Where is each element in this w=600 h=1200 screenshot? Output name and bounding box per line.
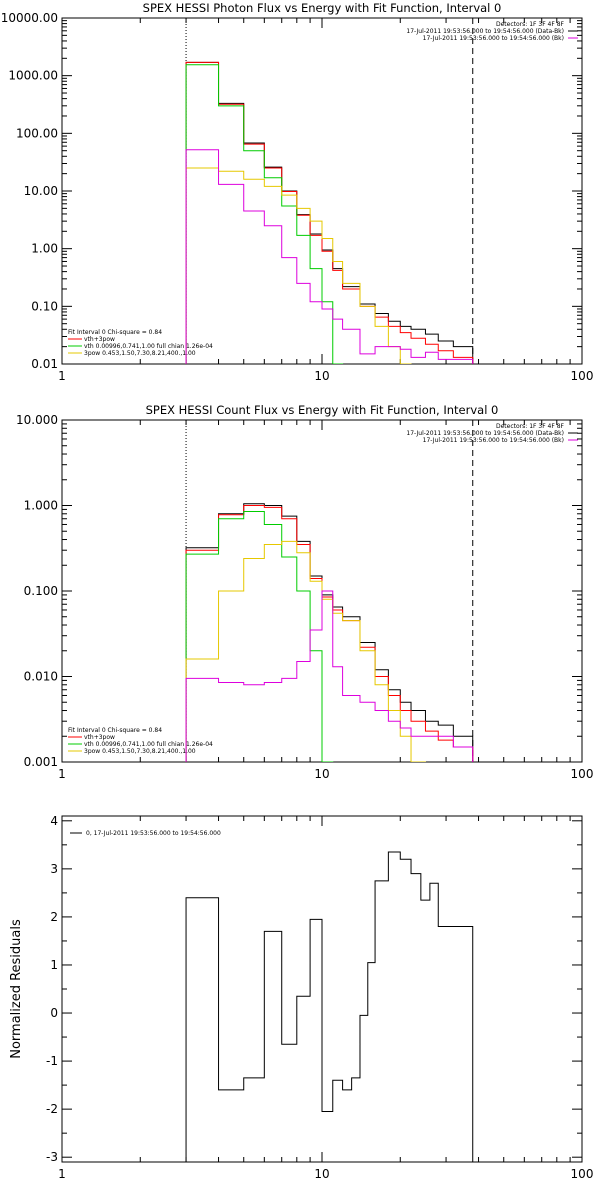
y-tick-label: 10.000 (16, 413, 58, 427)
data-area (185, 503, 474, 762)
series-line-1 (185, 61, 474, 364)
series-line-4 (185, 167, 412, 364)
legend-text: vth 0.00996,0.741,1.00 full chian 1.26e-… (84, 343, 213, 350)
x-tick-label: 10 (314, 767, 329, 781)
y-tick-label: 0.01 (31, 357, 58, 371)
chart-title: SPEX HESSI Photon Flux vs Energy with Fi… (143, 1, 502, 15)
data-area (185, 61, 474, 364)
series-line-3 (185, 511, 334, 762)
y-tick-label: 1.00 (31, 242, 58, 256)
series-line-5 (185, 590, 474, 762)
x-tick-label: 10 (314, 1167, 329, 1181)
series-line-5 (185, 149, 474, 364)
x-tick-label: 1 (58, 369, 66, 383)
data-area (185, 851, 474, 1162)
y-tick-label: -1 (46, 1054, 58, 1068)
y-tick-label: 0.010 (24, 670, 58, 684)
series-line-3 (185, 64, 344, 364)
legend-text: 3pow 0.453,1.50,7.30,8.21,400.,1.00 (84, 350, 196, 357)
y-tick-label: 1 (50, 958, 58, 972)
y-tick-label: 0.10 (31, 299, 58, 313)
y-tick-label: 10.00 (24, 184, 58, 198)
legend-text: Fit Interval 0 Chi-square = 0.84 (68, 329, 162, 336)
legend-text: 0, 17-Jul-2011 19:53:56.000 to 19:54:56.… (86, 830, 221, 837)
y-tick-label: 4 (50, 814, 58, 828)
header-text: 17-Jul-2011 19:53:56.000 to 19:54:56.000… (406, 430, 564, 437)
legend-text: vth+3pow (84, 336, 115, 343)
chart-panel-2: SPEX HESSI Count Flux vs Energy with Fit… (16, 403, 593, 781)
legend-text: vth+3pow (84, 734, 115, 741)
x-tick-label: 10 (314, 369, 329, 383)
x-tick-label: 1 (58, 1167, 66, 1181)
series-line-1 (185, 503, 474, 762)
y-tick-label: 2 (50, 910, 58, 924)
y-tick-label: -3 (46, 1150, 58, 1164)
y-tick-label: -2 (46, 1102, 58, 1116)
series-line-2 (185, 505, 474, 762)
series-line-2 (185, 61, 474, 364)
x-tick-label: 100 (571, 369, 594, 383)
plot-frame (61, 17, 583, 365)
chart-panel-1: SPEX HESSI Photon Flux vs Energy with Fi… (1, 1, 594, 383)
legend-text: Fit Interval 0 Chi-square = 0.84 (68, 727, 162, 734)
y-tick-label: 1.000 (24, 499, 58, 513)
y-axis-label: Normalized Residuals (9, 919, 24, 1059)
y-tick-label: 100.00 (16, 126, 58, 140)
series-line-1 (185, 851, 474, 1162)
y-tick-label: 0 (50, 1006, 58, 1020)
x-tick-label: 1 (58, 767, 66, 781)
header-text: Detectors: 1F 3F 4F 8F (496, 423, 565, 430)
header-text: Detectors: 1F 3F 4F 8F (496, 21, 565, 28)
header-text: 17-Jul-2011 19:53:56.000 to 19:54:56.000… (423, 35, 564, 42)
x-tick-label: 100 (571, 1167, 594, 1181)
chart-title: SPEX HESSI Count Flux vs Energy with Fit… (146, 403, 499, 417)
y-tick-label: 1000.00 (8, 69, 58, 83)
header-text: 17-Jul-2011 19:53:56.000 to 19:54:56.000… (406, 28, 564, 35)
y-tick-label: 3 (50, 862, 58, 876)
series-line-4 (185, 540, 426, 762)
y-tick-label: 10000.00 (1, 11, 58, 25)
legend-text: vth 0.00996,0.741,1.00 full chian 1.26e-… (84, 741, 213, 748)
y-tick-label: 0.100 (24, 584, 58, 598)
header-text: 17-Jul-2011 19:53:56.000 to 19:54:56.000… (423, 437, 564, 444)
y-tick-label: 0.001 (24, 755, 58, 769)
x-tick-label: 100 (571, 767, 594, 781)
legend-text: 3pow 0.453,1.50,7.30,8.21,400.,1.00 (84, 748, 196, 755)
